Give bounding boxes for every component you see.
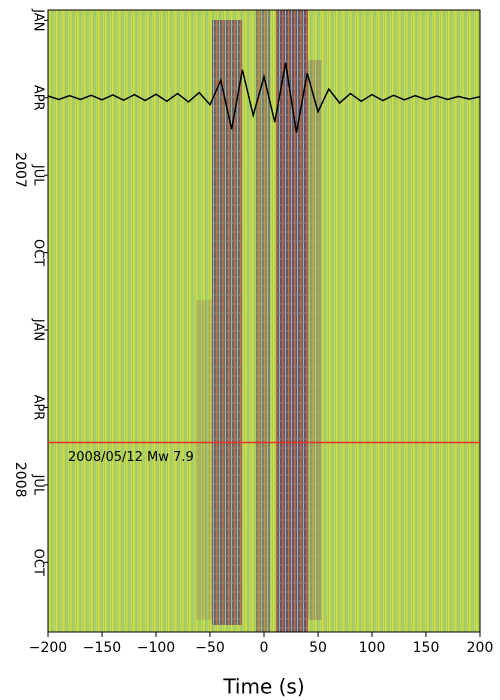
heatmap <box>48 10 480 632</box>
stack-trace <box>47 62 481 133</box>
x-tick-label: −150 <box>83 640 121 656</box>
year-label: 2008 <box>12 462 28 498</box>
x-tick-label: 50 <box>309 640 327 656</box>
y-tick-label: JAN <box>31 8 46 31</box>
y-tick-label: OCT <box>31 549 46 576</box>
y-tick-label: OCT <box>31 239 46 266</box>
x-tick-label: −50 <box>195 640 225 656</box>
x-tick-label: 100 <box>359 640 386 656</box>
x-tick-label: 0 <box>260 640 269 656</box>
x-axis-label: Time (s) <box>222 675 304 699</box>
y-tick-label: JUL <box>31 474 46 496</box>
x-tick-label: −200 <box>29 640 67 656</box>
y-tick-label: APR <box>31 85 46 111</box>
year-label: 2007 <box>12 152 28 188</box>
x-tick-label: −100 <box>137 640 175 656</box>
x-tick-label: 200 <box>467 640 494 656</box>
y-tick-label: APR <box>31 395 46 421</box>
x-tick-label: 150 <box>413 640 440 656</box>
y-tick-label: JAN <box>31 318 46 341</box>
event-label: 2008/05/12 Mw 7.9 <box>68 450 194 465</box>
y-tick-label: JUL <box>31 164 46 186</box>
